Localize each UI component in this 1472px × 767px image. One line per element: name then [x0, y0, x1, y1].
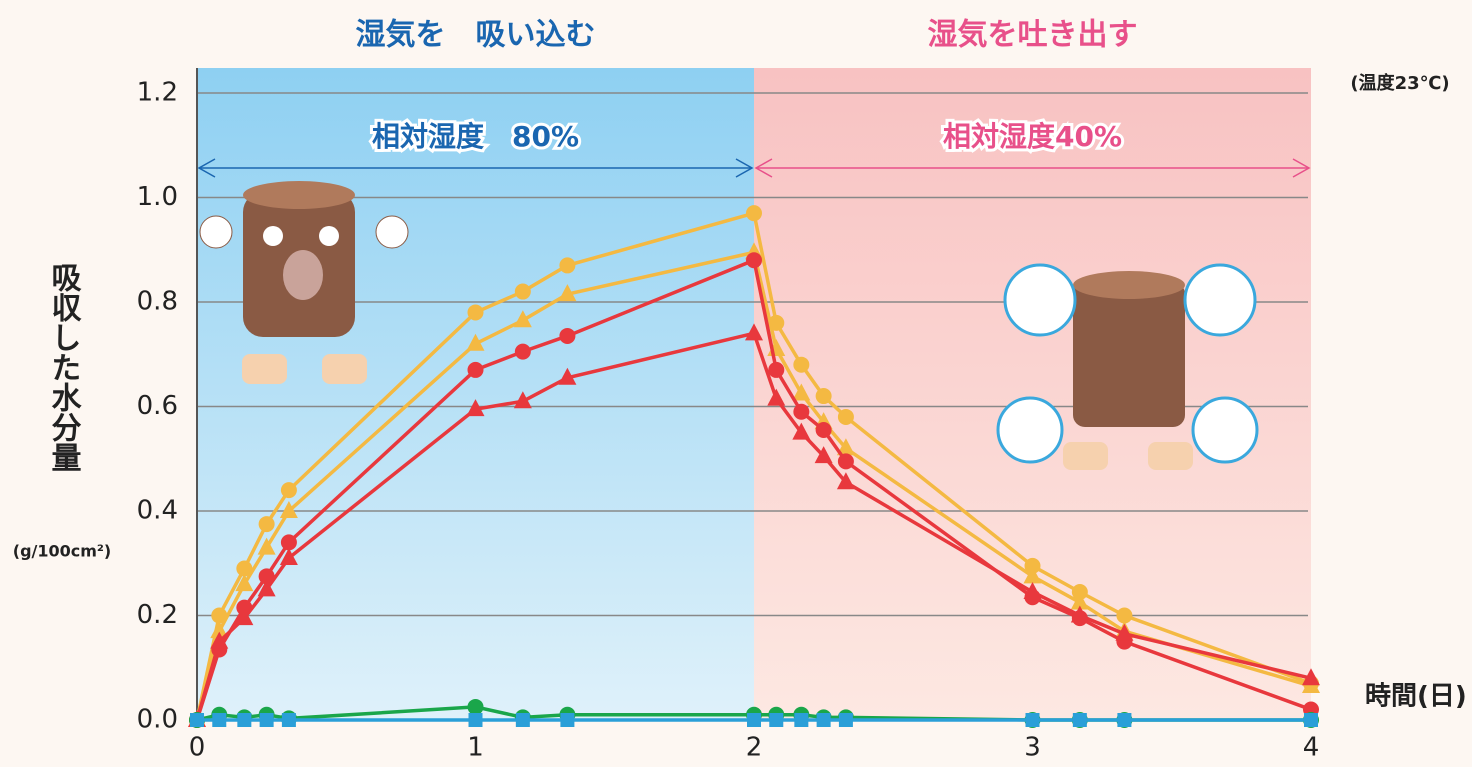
- marker: [1070, 605, 1089, 623]
- x-tick-label: 4: [1303, 733, 1320, 763]
- y-tick-label: 0.8: [137, 287, 178, 317]
- x-tick-label: 0: [189, 733, 206, 763]
- marker: [1023, 581, 1042, 599]
- marker: [1025, 713, 1040, 727]
- marker: [1072, 713, 1087, 727]
- marker: [258, 516, 275, 533]
- marker: [793, 403, 810, 420]
- marker: [816, 713, 831, 727]
- region-title: 湿気を 吸い込む: [356, 18, 596, 53]
- marker: [815, 388, 832, 405]
- y-tick-label: 0.6: [137, 391, 178, 421]
- marker: [514, 283, 531, 300]
- note: (温度23℃): [1350, 72, 1449, 94]
- marker: [558, 367, 577, 385]
- marker: [1115, 623, 1134, 641]
- y-tick-label: 1.0: [137, 182, 178, 212]
- marker: [513, 391, 532, 409]
- marker: [560, 713, 575, 727]
- marker: [838, 713, 853, 727]
- stump-left: [199, 181, 409, 384]
- marker: [513, 310, 532, 328]
- marker: [279, 548, 298, 566]
- arrow-head: [754, 158, 773, 178]
- marker: [211, 607, 228, 624]
- marker: [258, 568, 275, 585]
- marker: [212, 713, 227, 727]
- marker: [815, 422, 832, 439]
- marker: [792, 383, 811, 401]
- y-tick-label: 0.2: [137, 600, 178, 630]
- x-tick-label: 2: [746, 733, 763, 763]
- marker: [467, 304, 484, 321]
- marker: [1117, 713, 1132, 727]
- marker: [210, 621, 229, 639]
- marker: [837, 408, 854, 425]
- marker: [792, 422, 811, 440]
- marker: [1070, 592, 1089, 610]
- marker: [467, 698, 484, 715]
- arrow-head: [1292, 158, 1311, 178]
- stump-right: [996, 263, 1259, 470]
- y-tick-label: 0.0: [137, 705, 178, 735]
- y-tick-label: 0.4: [137, 496, 178, 526]
- marker: [746, 205, 762, 222]
- marker: [468, 713, 483, 727]
- marker: [1302, 668, 1320, 686]
- characters: [199, 181, 1259, 470]
- region-background: [197, 68, 754, 720]
- marker: [190, 713, 204, 727]
- arrow-head: [735, 158, 754, 178]
- marker: [514, 343, 531, 360]
- x-tick-label: 3: [1024, 733, 1041, 763]
- arrow-head: [197, 158, 216, 178]
- marker: [1071, 583, 1088, 600]
- marker: [769, 713, 784, 727]
- marker: [235, 608, 254, 626]
- marker: [1024, 557, 1041, 574]
- marker: [794, 713, 809, 727]
- marker: [257, 537, 276, 555]
- marker: [257, 579, 276, 597]
- marker: [281, 713, 296, 727]
- marker: [237, 713, 252, 727]
- marker: [279, 501, 298, 518]
- y-axis-label: 吸収した水分量: [46, 262, 82, 472]
- marker: [466, 399, 485, 417]
- humidity-label: 相対湿度40%: [943, 120, 1122, 153]
- marker: [836, 438, 855, 456]
- marker: [837, 453, 854, 470]
- marker: [515, 713, 530, 727]
- marker: [793, 356, 810, 373]
- marker: [1116, 607, 1133, 624]
- y-tick-label: 1.2: [137, 78, 178, 108]
- marker: [259, 713, 274, 727]
- region-title: 湿気を吐き出す: [928, 18, 1138, 53]
- marker: [745, 323, 763, 341]
- marker: [236, 560, 253, 577]
- x-tick-label: 1: [467, 733, 484, 763]
- marker: [280, 482, 297, 499]
- marker: [559, 327, 576, 344]
- marker: [466, 333, 485, 351]
- marker: [558, 284, 577, 302]
- marker: [1304, 713, 1318, 727]
- region-background: [754, 68, 1311, 720]
- marker: [746, 252, 762, 269]
- y-axis-unit: (g/100cm²): [13, 542, 111, 561]
- marker: [747, 713, 761, 727]
- marker: [235, 574, 254, 592]
- marker: [836, 472, 855, 490]
- marker: [767, 388, 786, 406]
- marker: [814, 446, 833, 464]
- marker: [768, 361, 785, 378]
- marker: [210, 631, 229, 649]
- marker: [559, 257, 576, 274]
- marker: [467, 361, 484, 378]
- x-axis-label: 時間(日): [1365, 682, 1467, 712]
- marker: [280, 534, 297, 551]
- marker: [1023, 566, 1042, 584]
- humidity-label: 相対湿度 80%: [372, 120, 579, 153]
